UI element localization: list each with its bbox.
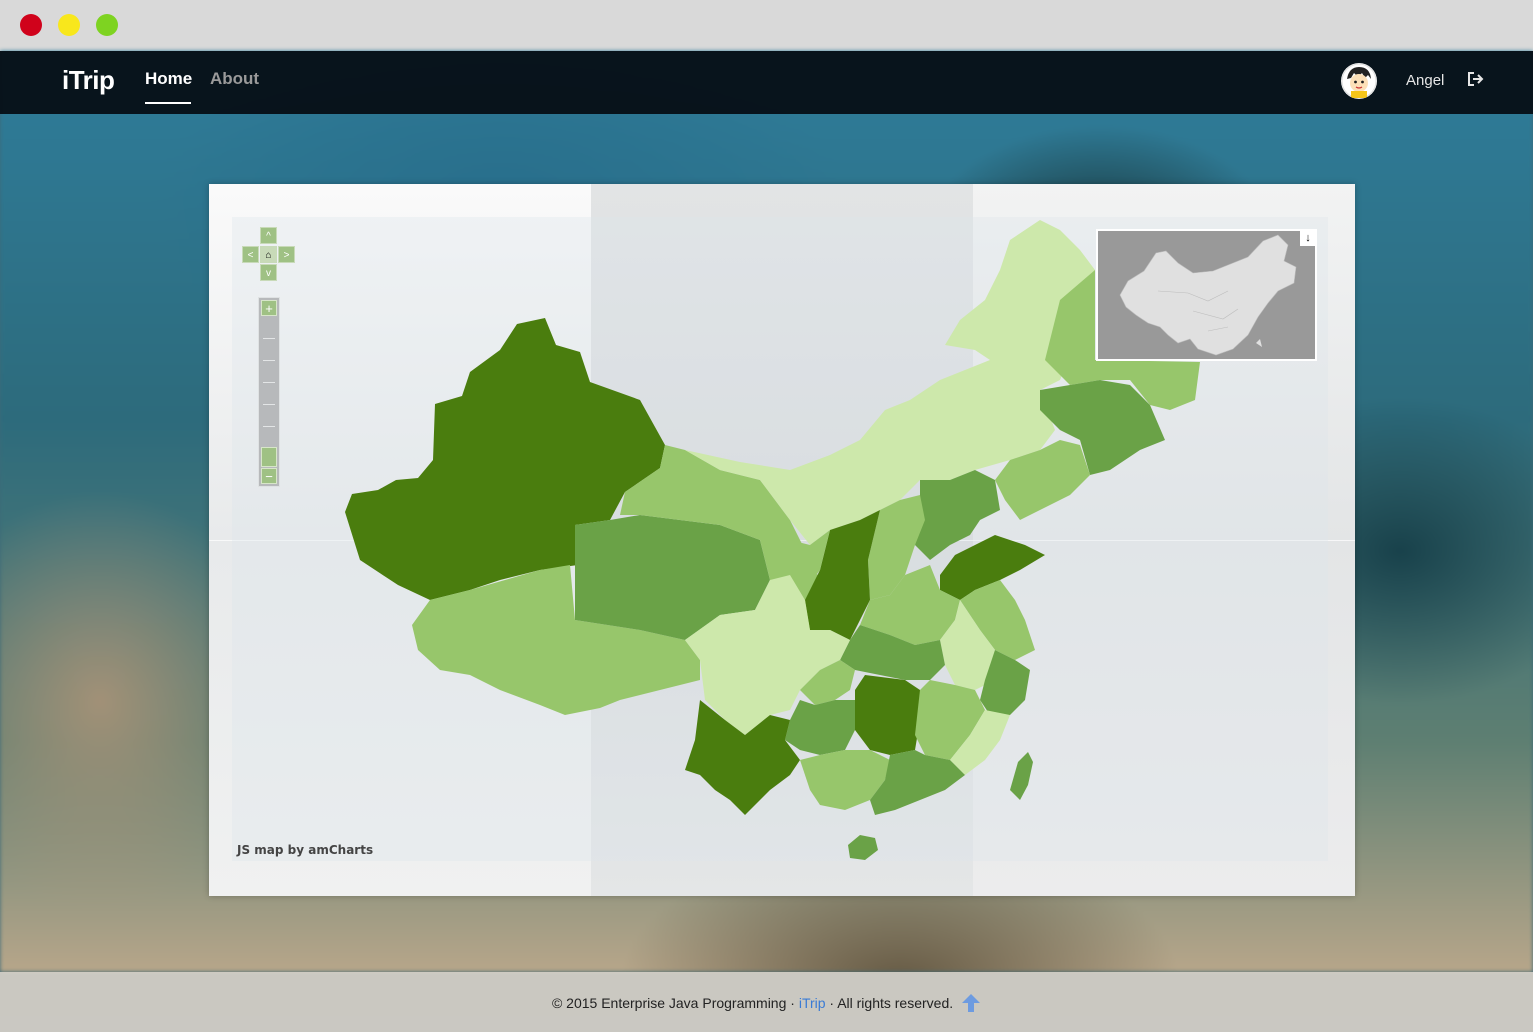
minimap-china-outline — [1119, 234, 1297, 356]
user-name[interactable]: Angel — [1406, 72, 1445, 89]
region-shaanxi[interactable] — [805, 510, 880, 640]
minimap[interactable] — [1096, 229, 1317, 361]
zoom-slider-thumb[interactable] — [261, 447, 277, 467]
region-tibet[interactable] — [412, 565, 700, 715]
region-yunnan[interactable] — [685, 700, 800, 815]
footer-rights: · All rights reserved. — [825, 995, 954, 1011]
minimize-window-button[interactable] — [58, 14, 80, 36]
nav-home[interactable]: Home — [145, 69, 193, 88]
logout-icon[interactable] — [1465, 69, 1485, 89]
region-guangxi[interactable] — [800, 750, 890, 810]
region-taiwan[interactable] — [1010, 752, 1033, 800]
brand-logo[interactable]: iTrip — [62, 65, 115, 95]
region-inner-mongolia[interactable] — [685, 290, 1090, 545]
window-chrome — [0, 0, 1533, 51]
region-liaoning[interactable] — [995, 440, 1090, 520]
avatar-icon[interactable] — [1341, 63, 1377, 99]
footer-itrip-link[interactable]: iTrip — [798, 995, 826, 1011]
region-chongqing[interactable] — [800, 660, 855, 705]
pan-left-button[interactable]: < — [242, 246, 259, 263]
pan-up-button[interactable]: ^ — [260, 227, 277, 244]
region-hebei[interactable] — [915, 470, 1000, 560]
maximize-window-button[interactable] — [96, 14, 118, 36]
region-guangdong[interactable] — [870, 750, 965, 815]
footer: © 2015 Enterprise Java Programming · iTr… — [0, 972, 1533, 1032]
zoom-in-button[interactable]: + — [261, 300, 277, 316]
region-hunan[interactable] — [855, 675, 920, 755]
map-credit[interactable]: JS map by amCharts — [237, 843, 374, 857]
china-map[interactable] — [209, 184, 1355, 896]
back-to-top-arrow-icon[interactable] — [961, 993, 981, 1013]
zoom-out-button[interactable]: − — [261, 468, 277, 484]
footer-text: © 2015 Enterprise Java Programming · iTr… — [0, 993, 1533, 1013]
nav-active-indicator — [145, 102, 191, 104]
region-jiangxi[interactable] — [915, 680, 985, 760]
region-heilongjiang[interactable] — [945, 220, 1095, 385]
nav-about[interactable]: About — [210, 69, 260, 88]
region-shandong[interactable] — [940, 535, 1045, 600]
footer-copyright: © 2015 Enterprise Java Programming · — [551, 995, 799, 1011]
pan-down-button[interactable]: v — [260, 264, 277, 281]
region-qinghai[interactable] — [575, 515, 770, 640]
home-icon[interactable]: ⌂ — [260, 246, 277, 263]
region-anhui[interactable] — [940, 600, 995, 690]
region-zhejiang[interactable] — [980, 650, 1030, 715]
region-xinjiang[interactable] — [345, 318, 665, 600]
region-guizhou[interactable] — [785, 700, 855, 755]
minimap-toggle-arrow-icon[interactable]: ↓ — [1300, 230, 1316, 246]
region-jiangsu[interactable] — [960, 580, 1035, 660]
pan-right-button[interactable]: > — [278, 246, 295, 263]
region-hubei[interactable] — [840, 625, 945, 680]
navbar: iTrip Home About Angel — [0, 51, 1533, 114]
region-jilin[interactable] — [1040, 380, 1165, 475]
close-window-button[interactable] — [20, 14, 42, 36]
region-fujian[interactable] — [950, 710, 1010, 775]
region-hainan[interactable] — [848, 835, 878, 860]
zoom-slider-track[interactable] — [258, 297, 280, 487]
region-heilongjiang-east[interactable] — [1045, 270, 1200, 410]
region-shanxi[interactable] — [868, 495, 925, 600]
region-sichuan[interactable] — [685, 575, 850, 735]
region-ningxia[interactable] — [790, 530, 830, 590]
region-henan[interactable] — [860, 565, 960, 645]
